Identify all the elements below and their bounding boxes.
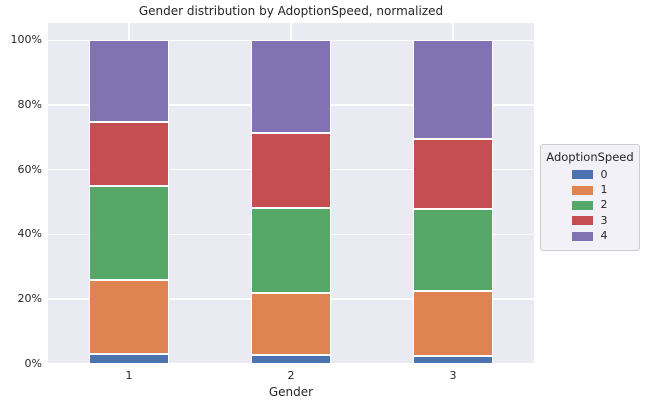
x-axis-label: Gender [268, 385, 314, 399]
bar-segment-adoptionspeed-2-gender-3 [413, 208, 493, 291]
legend-item-label: 4 [600, 229, 608, 243]
legend-swatch [571, 231, 593, 241]
plot-area [48, 23, 534, 364]
x-tick-label: 1 [125, 369, 133, 382]
y-tick-label: 100% [10, 33, 42, 47]
legend-swatch [571, 170, 593, 180]
legend-item-label: 0 [600, 167, 608, 181]
legend-item-label: 1 [600, 183, 608, 197]
bar-segment-adoptionspeed-2-gender-2 [251, 208, 331, 294]
legend-item: 3 [541, 213, 639, 228]
bar-segment-adoptionspeed-0-gender-1 [89, 353, 169, 364]
legend-item: 1 [541, 182, 639, 197]
legend-item: 4 [541, 229, 639, 244]
chart-title: Gender distribution by AdoptionSpeed, no… [138, 4, 444, 18]
bar-segment-adoptionspeed-3-gender-1 [89, 121, 169, 187]
legend-swatch [571, 216, 593, 226]
gridline-horizontal [48, 39, 534, 42]
legend-swatch [571, 185, 593, 195]
legend-item: 0 [541, 167, 639, 182]
x-tick-label: 3 [449, 369, 457, 382]
bar-segment-adoptionspeed-2-gender-1 [89, 186, 169, 280]
legend-item-label: 3 [600, 213, 608, 227]
y-tick-label: 40% [17, 227, 42, 241]
y-tick-label: 60% [17, 162, 42, 176]
bar-segment-adoptionspeed-1-gender-2 [251, 293, 331, 355]
legend-title: AdoptionSpeed [546, 150, 634, 164]
bar-segment-adoptionspeed-3-gender-3 [413, 138, 493, 209]
bar-segment-adoptionspeed-0-gender-2 [251, 354, 331, 364]
y-tick-label: 80% [17, 98, 42, 111]
bar-segment-adoptionspeed-4-gender-3 [413, 40, 493, 139]
legend-item: 2 [541, 198, 639, 213]
y-tick-label: 20% [17, 292, 42, 306]
bar-segment-adoptionspeed-0-gender-3 [413, 356, 493, 364]
bar-segment-adoptionspeed-4-gender-2 [251, 40, 331, 133]
bar-segment-adoptionspeed-4-gender-1 [89, 40, 169, 122]
x-tick-label: 2 [287, 369, 295, 382]
bar-segment-adoptionspeed-1-gender-3 [413, 290, 493, 357]
legend-item-label: 2 [600, 198, 608, 212]
bar-segment-adoptionspeed-3-gender-2 [251, 132, 331, 209]
bar-segment-adoptionspeed-1-gender-1 [89, 279, 169, 354]
legend-swatch [571, 200, 593, 210]
y-tick-label: 0% [24, 356, 42, 370]
